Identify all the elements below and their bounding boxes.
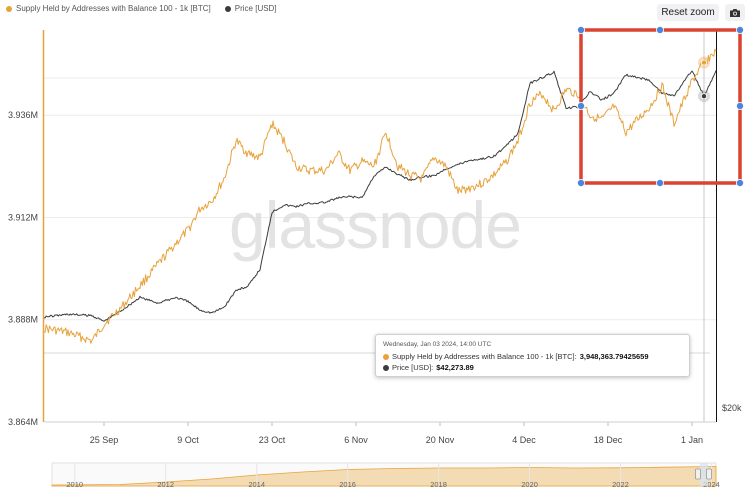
series-line-price bbox=[43, 70, 717, 322]
tooltip-supply-value: 3,948,363.79425659 bbox=[579, 352, 649, 361]
y-tick-label: 3.888M bbox=[8, 315, 38, 325]
tooltip-supply-row: Supply Held by Addresses with Balance 10… bbox=[383, 352, 649, 361]
resize-handle bbox=[577, 25, 586, 34]
navigator-tick-label: 2020 bbox=[521, 480, 538, 489]
resize-handle bbox=[577, 102, 586, 111]
tooltip-supply-dot bbox=[383, 353, 389, 360]
navigator-handle[interactable] bbox=[706, 468, 712, 480]
resize-handle bbox=[656, 178, 665, 187]
navigator-selection bbox=[700, 463, 708, 486]
legend-item-supply[interactable]: Supply Held by Addresses with Balance 10… bbox=[6, 4, 211, 13]
navigator: 2010 2012 2014 2016 2018 2020 2022 2024 bbox=[51, 462, 720, 489]
watermark: glassnode bbox=[229, 188, 521, 262]
y-tick-label: 3.912M bbox=[8, 212, 38, 222]
camera-button[interactable] bbox=[725, 4, 745, 21]
navigator-tick-label: 2024 bbox=[703, 480, 720, 489]
x-tick-label: 6 Nov bbox=[344, 435, 368, 445]
y-tick-label: 3.864M bbox=[8, 417, 38, 427]
x-tick-label: 23 Oct bbox=[259, 435, 286, 445]
legend-supply-dot bbox=[6, 5, 12, 12]
navigator-tick-label: 2018 bbox=[430, 480, 447, 489]
tooltip-date: Wednesday, Jan 03 2024, 14:00 UTC bbox=[383, 341, 492, 348]
hover-point-supply bbox=[701, 59, 708, 66]
camera-icon bbox=[730, 8, 740, 17]
y-right-tick-label: $20k bbox=[722, 403, 742, 413]
legend-price-label: Price [USD] bbox=[234, 4, 277, 13]
overlay bbox=[577, 25, 745, 422]
resize-handle bbox=[736, 102, 745, 111]
navigator-tick-label: 2012 bbox=[157, 480, 174, 489]
resize-handle bbox=[736, 25, 745, 34]
tooltip-price-row: Price [USD]: $42,273.89 bbox=[383, 363, 474, 372]
hover-point-price bbox=[701, 93, 708, 100]
resize-handle bbox=[656, 25, 665, 34]
tooltip-supply-label: Supply Held by Addresses with Balance 10… bbox=[392, 352, 577, 361]
tooltip: Wednesday, Jan 03 2024, 14:00 UTC Supply… bbox=[375, 334, 690, 377]
x-tick-label: 18 Dec bbox=[594, 435, 623, 445]
tooltip-price-value: $42,273.89 bbox=[436, 363, 474, 372]
navigator-area bbox=[51, 466, 717, 487]
y-tick-label: 3.936M bbox=[8, 110, 38, 120]
series bbox=[43, 48, 717, 344]
resize-handle bbox=[736, 178, 745, 187]
legend: Supply Held by Addresses with Balance 10… bbox=[6, 4, 277, 13]
series-line-supply bbox=[43, 48, 717, 344]
legend-item-price[interactable]: Price [USD] bbox=[224, 4, 277, 13]
navigator-tick-label: 2022 bbox=[612, 480, 629, 489]
legend-supply-label: Supply Held by Addresses with Balance 10… bbox=[16, 4, 211, 13]
tooltip-price-dot bbox=[383, 364, 389, 371]
x-tick-label: 25 Sep bbox=[90, 435, 119, 445]
x-tick-label: 4 Dec bbox=[512, 435, 536, 445]
x-tick-label: 1 Jan bbox=[681, 435, 703, 445]
axes: 3.936M 3.912M 3.888M 3.864M $20k 25 Sep 9 Oct 2… bbox=[8, 30, 742, 445]
navigator-tick-label: 2016 bbox=[339, 480, 356, 489]
x-tick-label: 20 Nov bbox=[426, 435, 455, 445]
resize-handle bbox=[577, 178, 586, 187]
tooltip-price-label: Price [USD]: bbox=[392, 363, 434, 372]
reset-zoom-button[interactable]: Reset zoom bbox=[657, 4, 719, 21]
navigator-tick-label: 2010 bbox=[66, 480, 83, 489]
navigator-tick-label: 2014 bbox=[248, 480, 265, 489]
navigator-handle[interactable] bbox=[695, 468, 701, 480]
legend-price-dot bbox=[224, 5, 231, 12]
x-tick-label: 9 Oct bbox=[177, 435, 199, 445]
